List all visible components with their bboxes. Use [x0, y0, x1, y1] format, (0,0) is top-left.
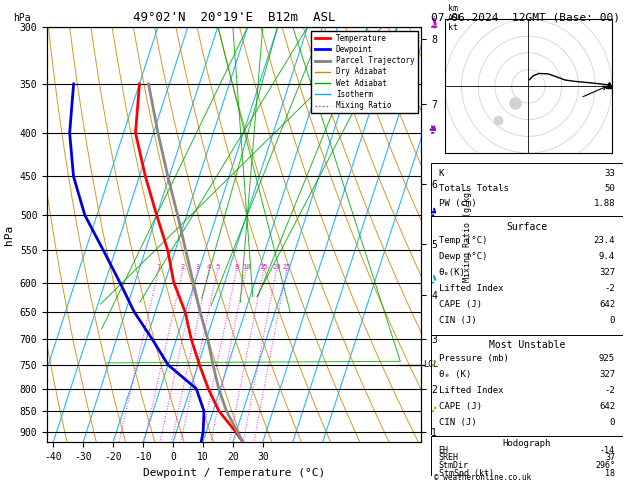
Text: -2: -2 [604, 284, 615, 293]
Text: θₑ (K): θₑ (K) [438, 370, 470, 379]
Text: 50: 50 [604, 184, 615, 193]
Text: Temp (°C): Temp (°C) [438, 236, 487, 245]
Text: Pressure (mb): Pressure (mb) [438, 354, 508, 363]
Text: Lifted Index: Lifted Index [438, 386, 503, 395]
Text: 3: 3 [196, 264, 200, 270]
Text: CIN (J): CIN (J) [438, 417, 476, 427]
X-axis label: Dewpoint / Temperature (°C): Dewpoint / Temperature (°C) [143, 468, 325, 478]
Text: 642: 642 [599, 300, 615, 309]
Text: CAPE (J): CAPE (J) [438, 402, 482, 411]
Text: 2: 2 [181, 264, 185, 270]
Text: CIN (J): CIN (J) [438, 316, 476, 325]
Text: 33: 33 [604, 169, 615, 178]
Text: Dewp (°C): Dewp (°C) [438, 252, 487, 261]
Text: -14: -14 [600, 446, 615, 455]
Text: Mixing Ratio (g/kg): Mixing Ratio (g/kg) [462, 187, 472, 282]
Text: 8: 8 [235, 264, 238, 270]
Text: PW (cm): PW (cm) [438, 198, 476, 208]
Text: 0: 0 [610, 417, 615, 427]
Text: Totals Totals: Totals Totals [438, 184, 508, 193]
Text: 10: 10 [242, 264, 250, 270]
Text: Surface: Surface [506, 222, 547, 232]
Text: km
ASL: km ASL [448, 4, 462, 22]
Text: 1: 1 [157, 264, 161, 270]
Text: 5: 5 [215, 264, 220, 270]
Text: 4: 4 [206, 264, 211, 270]
Text: 20: 20 [272, 264, 281, 270]
Text: 327: 327 [599, 370, 615, 379]
Text: kt: kt [448, 23, 458, 32]
Text: hPa: hPa [13, 13, 31, 22]
Text: 642: 642 [599, 402, 615, 411]
Text: EH: EH [438, 446, 448, 455]
Text: 9.4: 9.4 [599, 252, 615, 261]
Text: CAPE (J): CAPE (J) [438, 300, 482, 309]
Text: © weatheronline.co.uk: © weatheronline.co.uk [434, 473, 531, 482]
Legend: Temperature, Dewpoint, Parcel Trajectory, Dry Adiabat, Wet Adiabat, Isotherm, Mi: Temperature, Dewpoint, Parcel Trajectory… [311, 31, 418, 113]
Text: 18: 18 [605, 469, 615, 478]
Text: 296°: 296° [595, 461, 615, 470]
Text: 37: 37 [605, 453, 615, 462]
Title: 49°02'N  20°19'E  B12m  ASL: 49°02'N 20°19'E B12m ASL [133, 11, 335, 24]
Text: 0: 0 [610, 316, 615, 325]
Text: Hodograph: Hodograph [503, 439, 551, 448]
Text: StmDir: StmDir [438, 461, 469, 470]
Text: SREH: SREH [438, 453, 459, 462]
Text: -2: -2 [604, 386, 615, 395]
Text: θₑ(K): θₑ(K) [438, 268, 465, 277]
Text: Lifted Index: Lifted Index [438, 284, 503, 293]
Text: 925: 925 [599, 354, 615, 363]
Text: 07.06.2024  12GMT (Base: 00): 07.06.2024 12GMT (Base: 00) [431, 12, 620, 22]
Text: LCL: LCL [423, 360, 438, 369]
Text: Most Unstable: Most Unstable [489, 340, 565, 350]
Text: 327: 327 [599, 268, 615, 277]
Text: StmSpd (kt): StmSpd (kt) [438, 469, 494, 478]
Text: 25: 25 [282, 264, 291, 270]
Y-axis label: hPa: hPa [4, 225, 14, 244]
Text: 15: 15 [259, 264, 268, 270]
Text: 23.4: 23.4 [594, 236, 615, 245]
Text: 1.88: 1.88 [594, 198, 615, 208]
Text: K: K [438, 169, 444, 178]
